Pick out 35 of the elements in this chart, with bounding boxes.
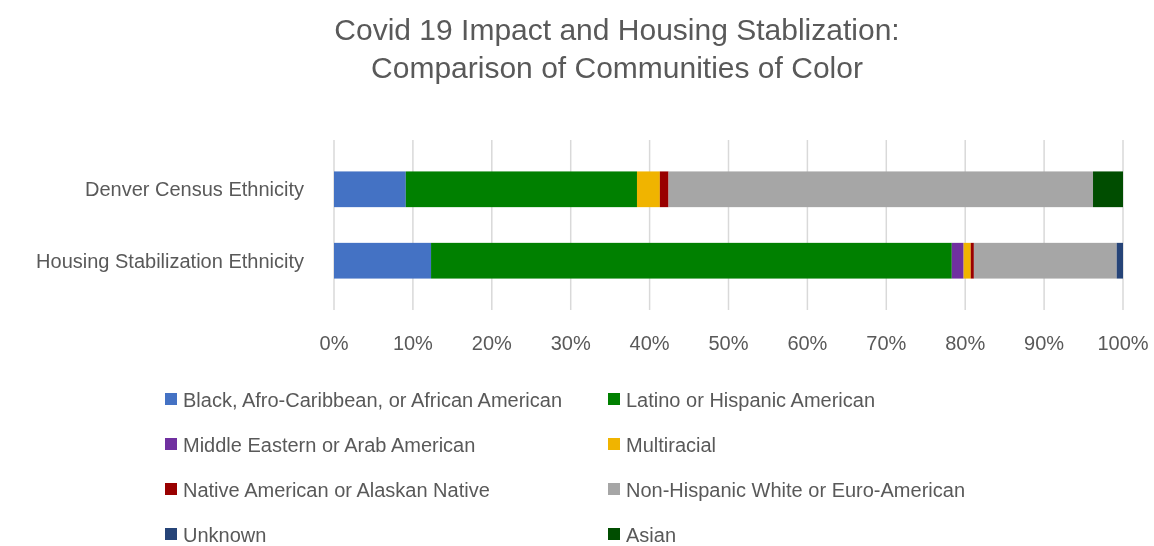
legend-label: Middle Eastern or Arab American [183,434,476,456]
bar [1093,171,1123,208]
legend-label: Latino or Hispanic American [626,389,876,411]
bar [1116,242,1123,279]
x-tick-label: 90% [1024,332,1065,354]
bar [431,242,952,279]
x-tick-label: 70% [866,332,907,354]
x-tick-label: 30% [550,332,591,354]
legend-label: Non-Hispanic White or Euro-American [626,479,966,501]
x-tick-label: 100% [1097,332,1149,354]
y-tick-label: Housing Stabilization Ethnicity [36,249,304,272]
legend-label: Unknown [183,524,267,546]
y-tick-label: Denver Census Ethnicity [85,178,304,201]
bar [970,242,974,279]
bar [973,242,1117,279]
x-tick-label: 50% [708,332,749,354]
bar [963,242,971,279]
bar [334,242,432,279]
legend-label: Asian [626,524,677,546]
x-tick-label: 80% [945,332,986,354]
legend-label: Black, Afro-Caribbean, or African American [183,389,563,411]
x-tick-label: 60% [787,332,828,354]
x-tick-label: 10% [392,332,434,354]
x-tick-label: 0% [319,332,349,354]
legend-label: Native American or Alaskan Native [183,479,490,501]
bar [334,171,406,208]
bar [668,171,1094,208]
bar [951,242,964,279]
x-tick-label: 20% [471,332,513,354]
legend-label: Multiracial [626,434,717,456]
bar [405,171,637,208]
chart-title: Covid 19 Impact and Housing Stablization: Comparison of Communities of Color [334,13,900,84]
x-tick-label: 40% [629,332,670,354]
bar [636,171,660,208]
bar [659,171,669,208]
